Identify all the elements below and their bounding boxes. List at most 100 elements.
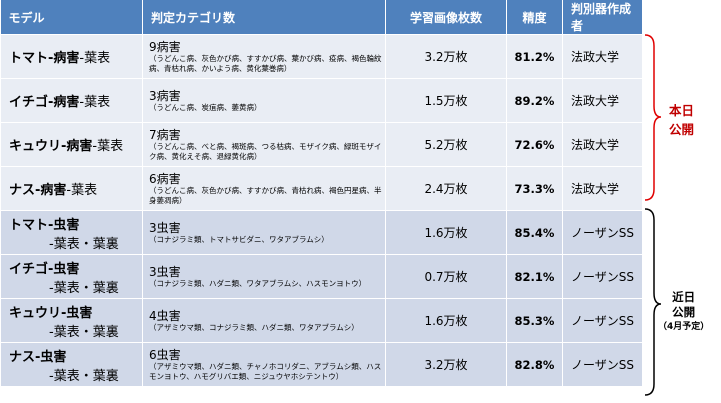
category-detail: （コナジラミ類、トマトサビダニ、ワタアブラムシ） [149, 234, 329, 244]
header-maker: 判別器作成者 [562, 0, 643, 35]
model-cell: イチゴ-病害-葉表 [0, 78, 143, 123]
image-count-cell: 1.6万枚 [385, 210, 507, 255]
table-row: イチゴ-病害-葉表 3病害 （うどんこ病、炭疽病、萎黄病） 1.5万枚 89.2% 法政大… [0, 78, 643, 123]
header-model: モデル [0, 0, 143, 35]
maker-cell: 法政大学 [562, 34, 643, 79]
model-leaf: -葉表 [79, 51, 111, 66]
category-count: 3虫害 [149, 220, 181, 235]
model-cell: キュウリ-虫害 -葉表・葉裏 [0, 298, 143, 343]
category-cell: 3病害 （うどんこ病、炭疽病、萎黄病） [142, 78, 386, 123]
header-accuracy: 精度 [506, 0, 563, 35]
table-row: キュウリ-虫害 -葉表・葉裏 4虫害 （アザミウマ類、コナジラミ類、ハダニ類、ワタアブ… [0, 298, 643, 343]
image-count-cell: 5.2万枚 [385, 122, 507, 167]
model-type: 虫害 [66, 305, 93, 321]
model-type: 病害 [53, 95, 80, 110]
release-soon-note: 近日 公開 （4月予定） [658, 290, 709, 335]
category-detail: （うどんこ病、灰色かび病、すすかび病、青枯れ病、褐色円星病、半身萎凋病） [149, 185, 382, 205]
model-cell: トマト-病害-葉表 [0, 34, 143, 79]
model-type: 病害 [53, 51, 80, 66]
model-cell: ナス-病害-葉表 [0, 166, 143, 211]
model-crop: キュウリ- [9, 305, 67, 321]
model-type: 虫害 [53, 217, 80, 233]
accuracy-cell: 73.3% [506, 166, 563, 211]
category-cell: 7病害 （うどんこ病、べと病、褐斑病、つる枯病、モザイク病、緑斑モザイク病、黄化え… [142, 122, 386, 167]
category-detail: （アザミウマ類、コナジラミ類、ハダニ類、ワタアブラムシ） [149, 322, 359, 332]
red-brace [644, 34, 662, 201]
accuracy-cell: 72.6% [506, 122, 563, 167]
category-count: 3病害 [149, 88, 181, 103]
release-today-line1: 本日 [669, 103, 695, 118]
maker-cell: 法政大学 [562, 78, 643, 123]
category-detail: （うどんこ病、炭疽病、萎黄病） [149, 102, 262, 112]
category-cell: 9病害 （うどんこ病、灰色かび病、すすかび病、葉かび病、疫病、褐色輪紋病、青枯れ病… [142, 34, 386, 79]
accuracy-cell: 85.4% [506, 210, 563, 255]
release-soon-line3: （4月予定） [658, 322, 710, 332]
release-today-note: 本日 公開 [669, 101, 694, 139]
model-leaf: -葉表 [92, 139, 124, 154]
category-count: 6病害 [149, 171, 181, 186]
model-crop: トマト- [9, 217, 54, 233]
maker-cell: 法政大学 [562, 122, 643, 167]
category-detail: （うどんこ病、灰色かび病、すすかび病、葉かび病、疫病、褐色輪紋病、青枯れ病、かい… [149, 53, 382, 73]
release-soon-line1: 近日 [672, 290, 696, 304]
category-count: 7病害 [149, 127, 181, 142]
accuracy-cell: 81.2% [506, 34, 563, 79]
model-crop: トマト- [9, 51, 54, 66]
accuracy-cell: 82.1% [506, 254, 563, 299]
model-leaf: -葉表 [79, 95, 111, 110]
table-row: ナス-虫害 -葉表・葉裏 6虫害 （アザミウマ類、ハダニ類、チャノホコリダニ、アブラム… [0, 342, 643, 387]
model-cell: イチゴ-虫害 -葉表・葉裏 [0, 254, 143, 299]
table-row: イチゴ-虫害 -葉表・葉裏 3虫害 （コナジラミ類、ハダニ類、ワタアブラムシ、ハスモン… [0, 254, 643, 299]
model-type: 虫害 [40, 349, 67, 365]
image-count-cell: 1.6万枚 [385, 298, 507, 343]
category-cell: 3虫害 （コナジラミ類、ハダニ類、ワタアブラムシ、ハスモンヨトウ） [142, 254, 386, 299]
table-row: キュウリ-病害-葉表 7病害 （うどんこ病、べと病、褐斑病、つる枯病、モザイク病、緑… [0, 122, 643, 167]
release-today-line2: 公開 [669, 122, 695, 137]
header-images: 学習画像枚数 [385, 0, 507, 35]
category-detail: （うどんこ病、べと病、褐斑病、つる枯病、モザイク病、緑斑モザイク病、黄化えそ病、… [149, 141, 382, 161]
accuracy-cell: 85.3% [506, 298, 563, 343]
maker-cell: 法政大学 [562, 166, 643, 211]
image-count-cell: 3.2万枚 [385, 34, 507, 79]
accuracy-cell: 82.8% [506, 342, 563, 387]
category-cell: 6虫害 （アザミウマ類、ハダニ類、チャノホコリダニ、アブラムシ類、ハスモンヨトウ、… [142, 342, 386, 387]
model-type: 病害 [66, 139, 93, 154]
table-row: ナス-病害-葉表 6病害 （うどんこ病、灰色かび病、すすかび病、青枯れ病、褐色円星病… [0, 166, 643, 211]
model-crop: イチゴ- [9, 261, 54, 277]
maker-cell: ノーザンSS [562, 298, 643, 343]
category-detail: （アザミウマ類、ハダニ類、チャノホコリダニ、アブラムシ類、ハスモンヨトウ、ハモグ… [149, 361, 382, 381]
model-crop: ナス- [9, 349, 41, 365]
black-brace [644, 208, 662, 396]
category-detail: （コナジラミ類、ハダニ類、ワタアブラムシ、ハスモンヨトウ） [149, 278, 367, 288]
model-leaf-line2: -葉表・葉裏 [49, 280, 119, 296]
maker-cell: ノーザンSS [562, 254, 643, 299]
category-count: 6虫害 [149, 347, 181, 362]
image-count-cell: 2.4万枚 [385, 166, 507, 211]
category-count: 3虫害 [149, 264, 181, 279]
model-type: 虫害 [53, 261, 80, 277]
model-leaf-line2: -葉表・葉裏 [49, 236, 119, 252]
model-leaf: -葉表 [66, 183, 98, 198]
model-leaf-line2: -葉表・葉裏 [49, 324, 119, 340]
image-count-cell: 3.2万枚 [385, 342, 507, 387]
release-soon-line2: 公開 [672, 305, 696, 319]
category-count: 4虫害 [149, 308, 181, 323]
model-leaf-line2: -葉表・葉裏 [49, 368, 119, 384]
image-count-cell: 1.5万枚 [385, 78, 507, 123]
header-categories: 判定カテゴリ数 [142, 0, 386, 35]
maker-cell: ノーザンSS [562, 342, 643, 387]
model-cell: トマト-虫害 -葉表・葉裏 [0, 210, 143, 255]
model-crop: イチゴ- [9, 95, 54, 110]
table-header: モデル 判定カテゴリ数 学習画像枚数 精度 判別器作成者 [0, 0, 643, 35]
category-cell: 4虫害 （アザミウマ類、コナジラミ類、ハダニ類、ワタアブラムシ） [142, 298, 386, 343]
category-count: 9病害 [149, 39, 181, 54]
table-row: トマト-虫害 -葉表・葉裏 3虫害 （コナジラミ類、トマトサビダニ、ワタアブラムシ） 1… [0, 210, 643, 255]
model-table: モデル 判定カテゴリ数 学習画像枚数 精度 判別器作成者 トマト-病害-葉表 9病… [0, 0, 643, 387]
model-cell: キュウリ-病害-葉表 [0, 122, 143, 167]
table-row: トマト-病害-葉表 9病害 （うどんこ病、灰色かび病、すすかび病、葉かび病、疫病、褐… [0, 34, 643, 79]
model-crop: キュウリ- [9, 139, 67, 154]
category-cell: 6病害 （うどんこ病、灰色かび病、すすかび病、青枯れ病、褐色円星病、半身萎凋病） [142, 166, 386, 211]
model-crop: ナス- [9, 183, 41, 198]
model-type: 病害 [40, 183, 67, 198]
